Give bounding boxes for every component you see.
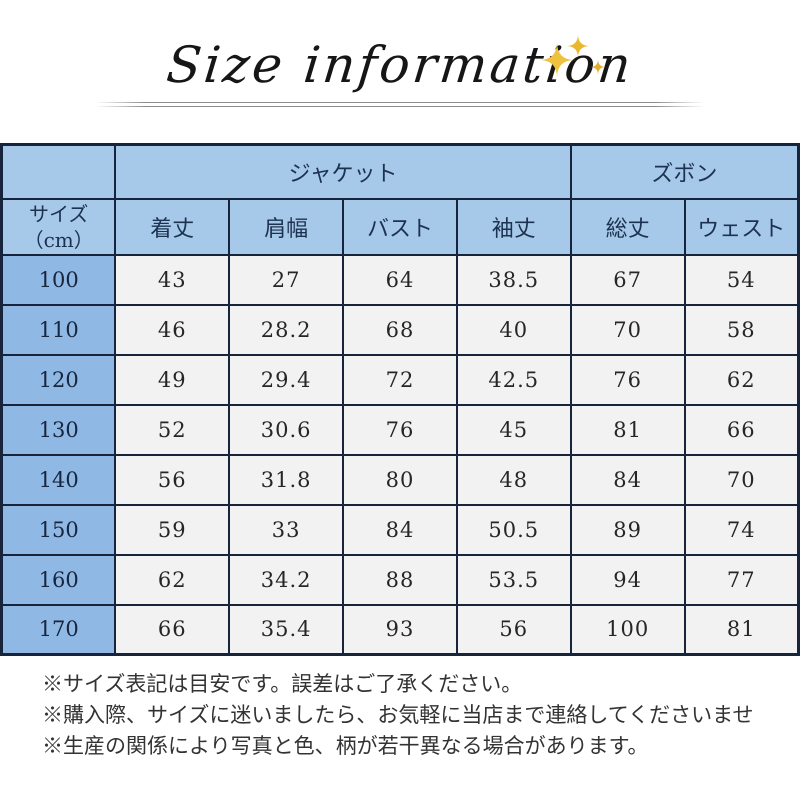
- value-cell: 27: [228, 253, 345, 306]
- note-line-2: ※生産の関係により写真と色、柄が若干異なる場合があります。: [42, 734, 649, 758]
- title-underline: [96, 102, 704, 108]
- table-row: 170 66 35.4 93 56 100 81: [0, 603, 800, 656]
- size-cell: 110: [0, 303, 117, 356]
- size-cell: 130: [0, 403, 117, 456]
- value-cell: 81: [683, 603, 800, 656]
- size-cell: 160: [0, 553, 117, 606]
- column-header-1: 肩幅: [228, 197, 345, 256]
- value-cell: 42.5: [455, 353, 572, 406]
- value-cell: 88: [342, 553, 458, 606]
- value-cell: 84: [569, 453, 686, 506]
- size-column-header: サイズ （cm）: [0, 197, 117, 256]
- value-cell: 35.4: [228, 603, 345, 656]
- size-cell: 150: [0, 503, 117, 556]
- size-cell: 100: [0, 253, 117, 306]
- group-header-1: ズボン: [569, 143, 800, 200]
- column-header-2: バスト: [342, 197, 458, 256]
- group-header-0: ジャケット: [114, 143, 572, 200]
- value-cell: 81: [569, 403, 686, 456]
- corner-cell: [0, 143, 117, 200]
- title-area: Size information: [0, 36, 800, 94]
- value-cell: 89: [569, 503, 686, 556]
- column-header-0: 着丈: [114, 197, 231, 256]
- value-cell: 52: [114, 403, 231, 456]
- value-cell: 80: [342, 453, 458, 506]
- value-cell: 58: [683, 303, 800, 356]
- value-cell: 31.8: [228, 453, 345, 506]
- value-cell: 46: [114, 303, 231, 356]
- table-row: 100 43 27 64 38.5 67 54: [0, 253, 800, 306]
- size-table-body: 100 43 27 64 38.5 67 54 110 46 28.2 68 40 70 58 120 49 2…: [0, 253, 800, 656]
- note-line-0: ※サイズ表記は目安です。誤差はご了承ください。: [42, 672, 523, 696]
- value-cell: 62: [114, 553, 231, 606]
- value-cell: 59: [114, 503, 231, 556]
- column-header-row: サイズ （cm） 着丈 肩幅 バスト 袖丈 総丈 ウェスト: [0, 197, 800, 256]
- value-cell: 56: [455, 603, 572, 656]
- table-row: 140 56 31.8 80 48 84 70: [0, 453, 800, 506]
- size-cell: 170: [0, 603, 117, 656]
- value-cell: 66: [683, 403, 800, 456]
- value-cell: 76: [569, 353, 686, 406]
- value-cell: 30.6: [228, 403, 345, 456]
- value-cell: 76: [342, 403, 458, 456]
- table-row: 160 62 34.2 88 53.5 94 77: [0, 553, 800, 606]
- size-cell: 120: [0, 353, 117, 406]
- value-cell: 100: [569, 603, 686, 656]
- size-table: ジャケット ズボン サイズ （cm） 着丈 肩幅 バスト 袖丈 総丈 ウェスト 100 43 2…: [0, 143, 800, 656]
- value-cell: 74: [683, 503, 800, 556]
- column-header-3: 袖丈: [455, 197, 572, 256]
- value-cell: 49: [114, 353, 231, 406]
- value-cell: 45: [455, 403, 572, 456]
- value-cell: 77: [683, 553, 800, 606]
- value-cell: 33: [228, 503, 345, 556]
- table-row: 110 46 28.2 68 40 70 58: [0, 303, 800, 356]
- value-cell: 28.2: [228, 303, 345, 356]
- value-cell: 64: [342, 253, 458, 306]
- value-cell: 62: [683, 353, 800, 406]
- value-cell: 54: [683, 253, 800, 306]
- value-cell: 53.5: [455, 553, 572, 606]
- table-row: 150 59 33 84 50.5 89 74: [0, 503, 800, 556]
- group-header-row: ジャケット ズボン: [0, 143, 800, 200]
- value-cell: 38.5: [455, 253, 572, 306]
- value-cell: 66: [114, 603, 231, 656]
- value-cell: 67: [569, 253, 686, 306]
- size-header-line2: （cm）: [23, 227, 94, 252]
- column-header-5: ウェスト: [683, 197, 800, 256]
- value-cell: 40: [455, 303, 572, 356]
- notes-section: ※サイズ表記は目安です。誤差はご了承ください。 ※購入際、サイズに迷いましたら、お…: [42, 669, 782, 762]
- value-cell: 84: [342, 503, 458, 556]
- value-cell: 70: [569, 303, 686, 356]
- value-cell: 56: [114, 453, 231, 506]
- value-cell: 48: [455, 453, 572, 506]
- size-header-line1: サイズ: [28, 201, 89, 226]
- table-row: 130 52 30.6 76 45 81 66: [0, 403, 800, 456]
- sparkle-icon: [539, 34, 606, 78]
- value-cell: 29.4: [228, 353, 345, 406]
- value-cell: 93: [342, 603, 458, 656]
- value-cell: 34.2: [228, 553, 345, 606]
- table-row: 120 49 29.4 72 42.5 76 62: [0, 353, 800, 406]
- value-cell: 72: [342, 353, 458, 406]
- size-cell: 140: [0, 453, 117, 506]
- value-cell: 94: [569, 553, 686, 606]
- value-cell: 50.5: [455, 503, 572, 556]
- note-line-1: ※購入際、サイズに迷いましたら、お気軽に当店まで連絡してくださいませ: [42, 703, 754, 727]
- value-cell: 68: [342, 303, 458, 356]
- value-cell: 43: [114, 253, 231, 306]
- column-header-4: 総丈: [569, 197, 686, 256]
- value-cell: 70: [683, 453, 800, 506]
